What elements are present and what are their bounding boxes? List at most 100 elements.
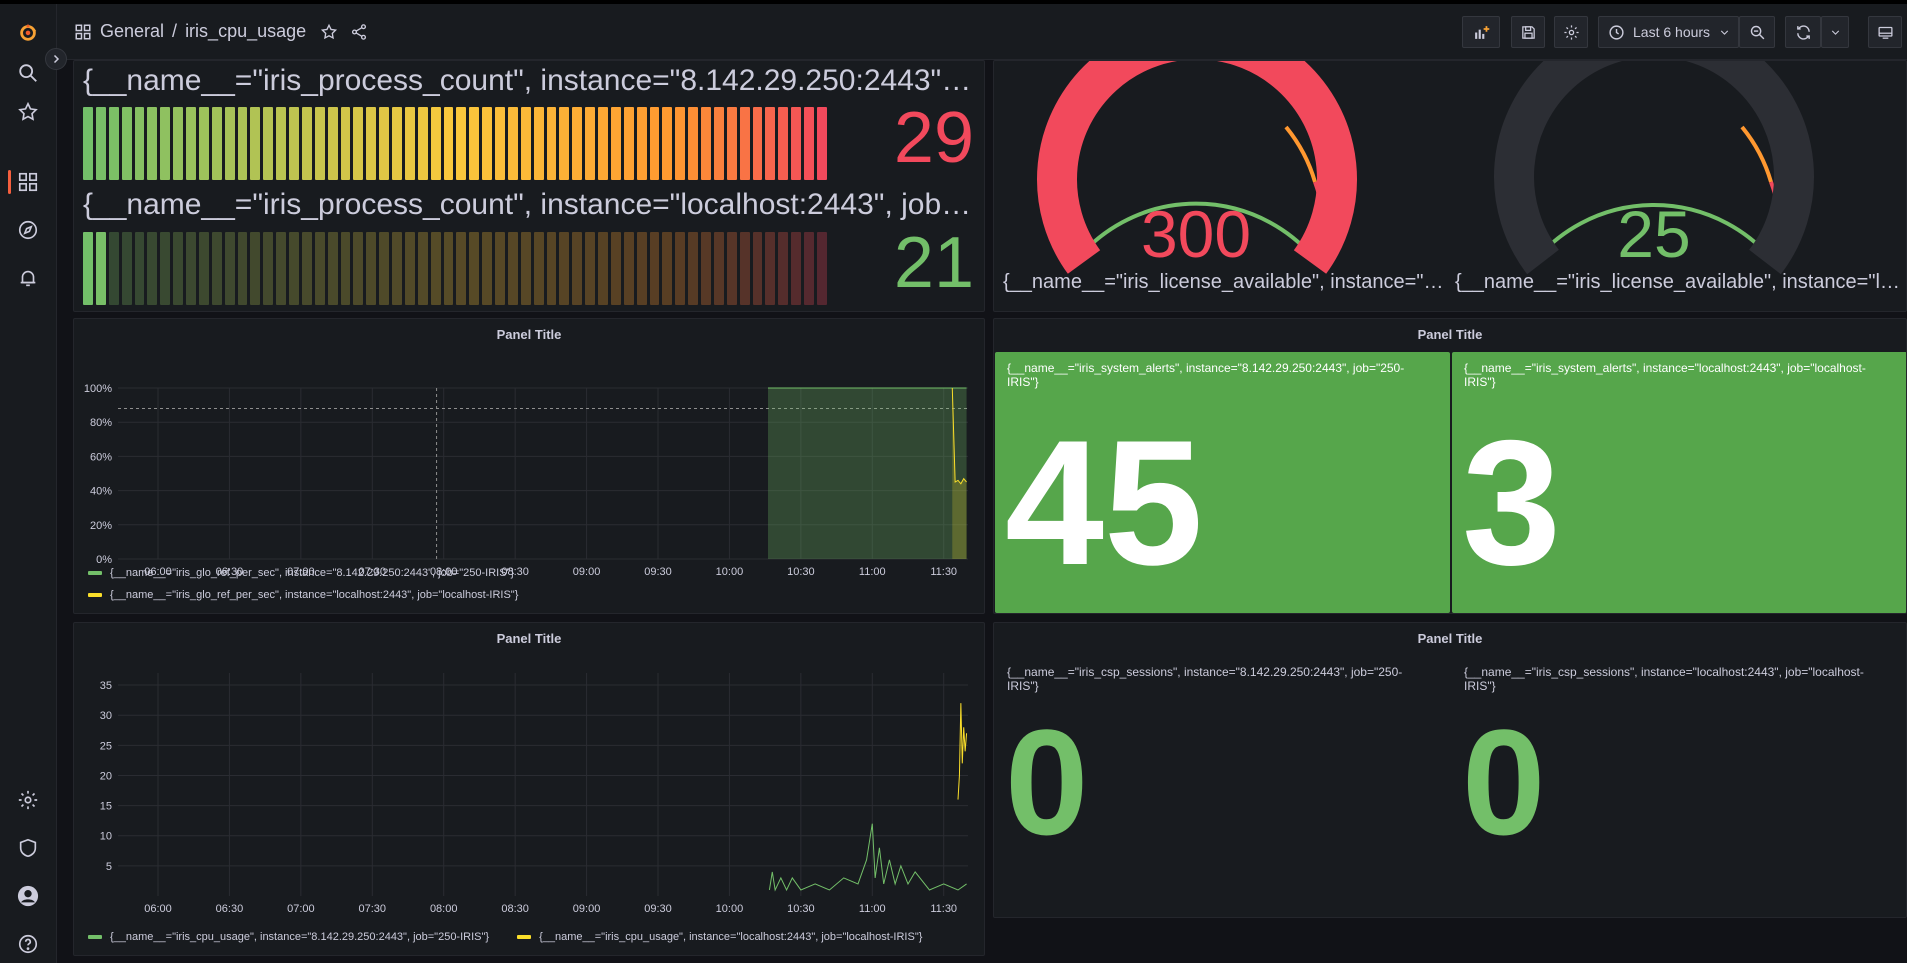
- user-avatar-icon[interactable]: [14, 882, 42, 910]
- gauges-svg: [1037, 61, 1814, 275]
- tv-mode-button[interactable]: [1868, 16, 1902, 48]
- stat-value: 0: [1005, 698, 1089, 866]
- save-dashboard-button[interactable]: [1511, 16, 1545, 48]
- bargauge-cell: [314, 232, 325, 305]
- bargauge-cell: [520, 232, 531, 305]
- bargauge-cell: [649, 232, 660, 305]
- dashboards-icon[interactable]: [14, 168, 42, 196]
- add-panel-button[interactable]: [1462, 16, 1500, 48]
- bargauge-cell: [95, 107, 106, 180]
- grafana-logo-icon[interactable]: [14, 18, 42, 46]
- time-picker-button[interactable]: Last 6 hours: [1598, 16, 1739, 48]
- gauge-1-threshold-green: [1069, 201, 1323, 269]
- refresh-interval-button[interactable]: [1821, 16, 1849, 48]
- panel-license-available[interactable]: 300 25 {__name__="iris_license_available…: [993, 60, 1907, 312]
- stat-label: {__name__="iris_system_alerts", instance…: [1007, 361, 1405, 389]
- explore-icon[interactable]: [14, 216, 42, 244]
- star-icon[interactable]: [320, 23, 338, 41]
- breadcrumb-folder[interactable]: General: [100, 21, 165, 41]
- gauge-2-threshold-green: [1528, 203, 1780, 269]
- bargauge-cell: [585, 232, 595, 305]
- refresh-icon: [1796, 24, 1810, 40]
- x-tick-label: 07:00: [287, 903, 315, 915]
- bargauge-cell: [289, 107, 299, 180]
- bargauge-cell: [263, 107, 274, 180]
- gauge-1: [1037, 61, 1357, 274]
- bargauge-cell: [392, 107, 402, 180]
- expand-menu-button[interactable]: [45, 48, 67, 70]
- share-icon[interactable]: [350, 23, 368, 41]
- bargauge-cell: [675, 107, 686, 180]
- bargauge-cell: [173, 107, 183, 180]
- bargauge-cell: [469, 107, 480, 180]
- x-tick-label: 07:30: [359, 566, 387, 578]
- bargauge-cell: [739, 232, 750, 305]
- bargauge-cell: [765, 232, 776, 305]
- chevron-right-icon: [53, 54, 60, 64]
- cpu-usage-chart[interactable]: 5 10 15 20 25 30 35 06:00 06:30 07:00 07:30 08:00 08…: [74, 653, 985, 953]
- refresh-button[interactable]: [1785, 16, 1821, 48]
- legend-label: {__name__="iris_cpu_usage", instance="lo…: [539, 931, 923, 943]
- x-tick-label: 11:00: [859, 566, 886, 578]
- dashboard-settings-button[interactable]: [1554, 16, 1588, 48]
- bargauge-cell: [147, 107, 158, 180]
- bargauge-cell: [340, 232, 351, 305]
- bargauge-bar-1: [83, 107, 827, 180]
- search-icon[interactable]: [14, 59, 42, 87]
- legend-item-2[interactable]: {__name__="iris_glo_ref_per_sec", instan…: [88, 589, 518, 601]
- glo-ref-chart[interactable]: 0% 20% 40% 60% 80% 100% 06:00 06:30 07:00 07:30 08…: [74, 349, 985, 589]
- bargauge-cell: [713, 232, 724, 305]
- bargauge-cell: [816, 232, 827, 305]
- bargauge-cell: [379, 232, 389, 305]
- bargauge-cell: [430, 232, 441, 305]
- bargauge-cell: [495, 232, 505, 305]
- settings-icon: [1563, 24, 1579, 40]
- bargauge-cell: [610, 232, 621, 305]
- bargauge-cell: [95, 232, 106, 305]
- bargauge-cell: [198, 232, 209, 305]
- x-tick-label: 11:30: [930, 566, 957, 578]
- bargauge-cell: [327, 232, 338, 305]
- legend-item-1[interactable]: {__name__="iris_cpu_usage", instance="8.…: [88, 931, 922, 943]
- bargauge-cell: [713, 107, 724, 180]
- panel-glo-ref[interactable]: Panel Title 0% 20% 40% 60% 80% 100% 06:00 06:30…: [73, 318, 985, 614]
- panel-system-alerts[interactable]: Panel Title {__name__="iris_system_alert…: [993, 318, 1907, 614]
- stat-value: 45: [1005, 403, 1203, 602]
- stat-box-1: {__name__="iris_system_alerts", instance…: [995, 352, 1450, 613]
- help-icon[interactable]: [14, 930, 42, 958]
- bargauge-cell: [301, 232, 312, 305]
- panel-title: Panel Title: [1417, 327, 1483, 342]
- x-tick-label: 06:30: [216, 566, 244, 578]
- y-tick-label: 30: [100, 710, 112, 722]
- legend-item-1[interactable]: {__name__="iris_glo_ref_per_sec", instan…: [88, 567, 514, 579]
- bargauge-cell: [289, 232, 299, 305]
- series-2-line: [951, 387, 967, 485]
- configuration-icon[interactable]: [14, 786, 42, 814]
- panel-csp-sessions[interactable]: Panel Title {__name__="iris_csp_sessions…: [993, 622, 1907, 918]
- bargauge-cell: [237, 232, 248, 305]
- bargauge-cell: [765, 107, 776, 180]
- bargauge-cell: [636, 232, 647, 305]
- top-strip: [0, 0, 1907, 4]
- starred-icon[interactable]: [14, 98, 42, 126]
- y-tick-label: 100%: [84, 383, 112, 395]
- zoom-out-button[interactable]: [1739, 16, 1775, 48]
- gauge-1-value: 300: [1140, 197, 1252, 271]
- panel-title: Panel Title: [1417, 631, 1483, 646]
- shield-icon[interactable]: [14, 834, 42, 862]
- bargauge-cell: [520, 107, 531, 180]
- bargauge-cell: [675, 232, 686, 305]
- zoom-out-icon: [1750, 25, 1764, 39]
- bargauge-cell: [134, 107, 145, 180]
- x-tick-label: 11:00: [859, 903, 886, 915]
- bargauge-cell: [366, 232, 377, 305]
- breadcrumb-dashboard[interactable]: iris_cpu_usage: [185, 21, 307, 41]
- panel-process-count[interactable]: {__name__="iris_process_count", instance…: [73, 60, 985, 312]
- panel-cpu-usage[interactable]: Panel Title 5 10 15 20 25 30 35 06:00 06:30 07:00…: [73, 622, 985, 956]
- x-tick-label: 08:30: [501, 903, 529, 915]
- bargauge-cell: [186, 107, 196, 180]
- alerting-icon[interactable]: [14, 264, 42, 292]
- bargauge-cell: [456, 107, 467, 180]
- bargauge-cell: [224, 232, 235, 305]
- bargauge-cell: [404, 107, 415, 180]
